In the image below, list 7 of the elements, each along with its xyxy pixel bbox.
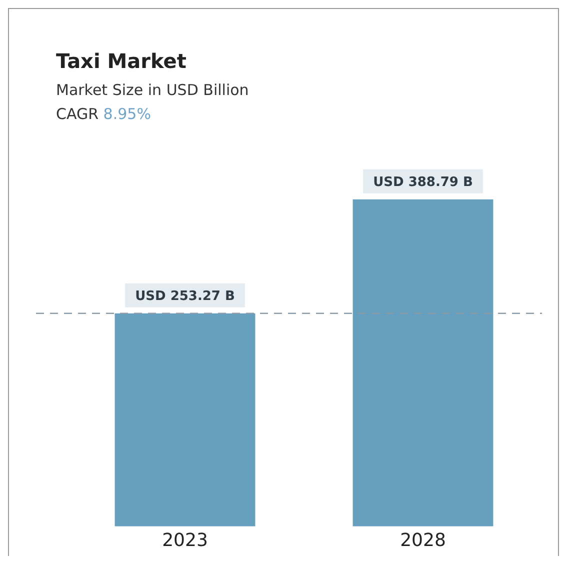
data-label: USD 388.79 B: [373, 174, 473, 190]
x-tick-label: 2023: [162, 530, 208, 551]
x-tick-label: 2028: [400, 530, 446, 551]
chart-title: Taxi Market: [56, 49, 188, 73]
chart-subtitle: Market Size in USD Billion: [56, 81, 249, 99]
text: CAGR 8.95%: [56, 105, 151, 123]
data-label: USD 253.27 B: [135, 288, 235, 304]
